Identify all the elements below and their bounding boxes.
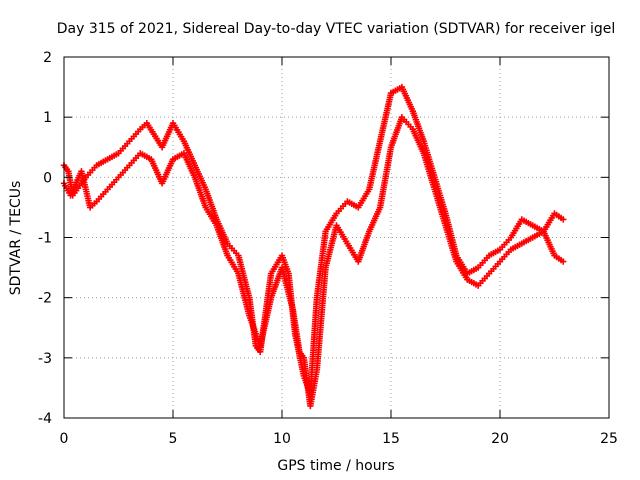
track-a-point: [560, 216, 567, 223]
x-tick-label: 10: [273, 431, 291, 447]
y-tick-label: -1: [38, 231, 52, 247]
y-tick-label: -3: [38, 351, 52, 367]
grid-lines: [64, 57, 609, 418]
y-tick-label: 0: [43, 170, 52, 186]
x-tick-labels: 0 5 10 15 20 25: [60, 431, 618, 447]
x-tick-label: 20: [491, 431, 509, 447]
axis-ticks: [63, 56, 610, 419]
x-tick-label: 15: [382, 431, 400, 447]
y-axis-label: SDTVAR / TECUs: [8, 181, 24, 296]
chart-title: Day 315 of 2021, Sidereal Day-to-day VTE…: [57, 21, 616, 37]
x-tick-label: 0: [60, 431, 69, 447]
y-tick-label: -4: [38, 411, 52, 427]
y-tick-label: 1: [43, 110, 52, 126]
data-points: [60, 83, 567, 410]
track-b-point: [560, 258, 567, 265]
x-tick-label: 5: [169, 431, 178, 447]
x-axis-label: GPS time / hours: [277, 458, 394, 474]
x-tick-label: 25: [600, 431, 618, 447]
y-tick-label: 2: [43, 50, 52, 66]
y-tick-labels: -4 -3 -2 -1 0 1 2: [38, 50, 52, 427]
y-tick-label: -2: [38, 291, 52, 307]
